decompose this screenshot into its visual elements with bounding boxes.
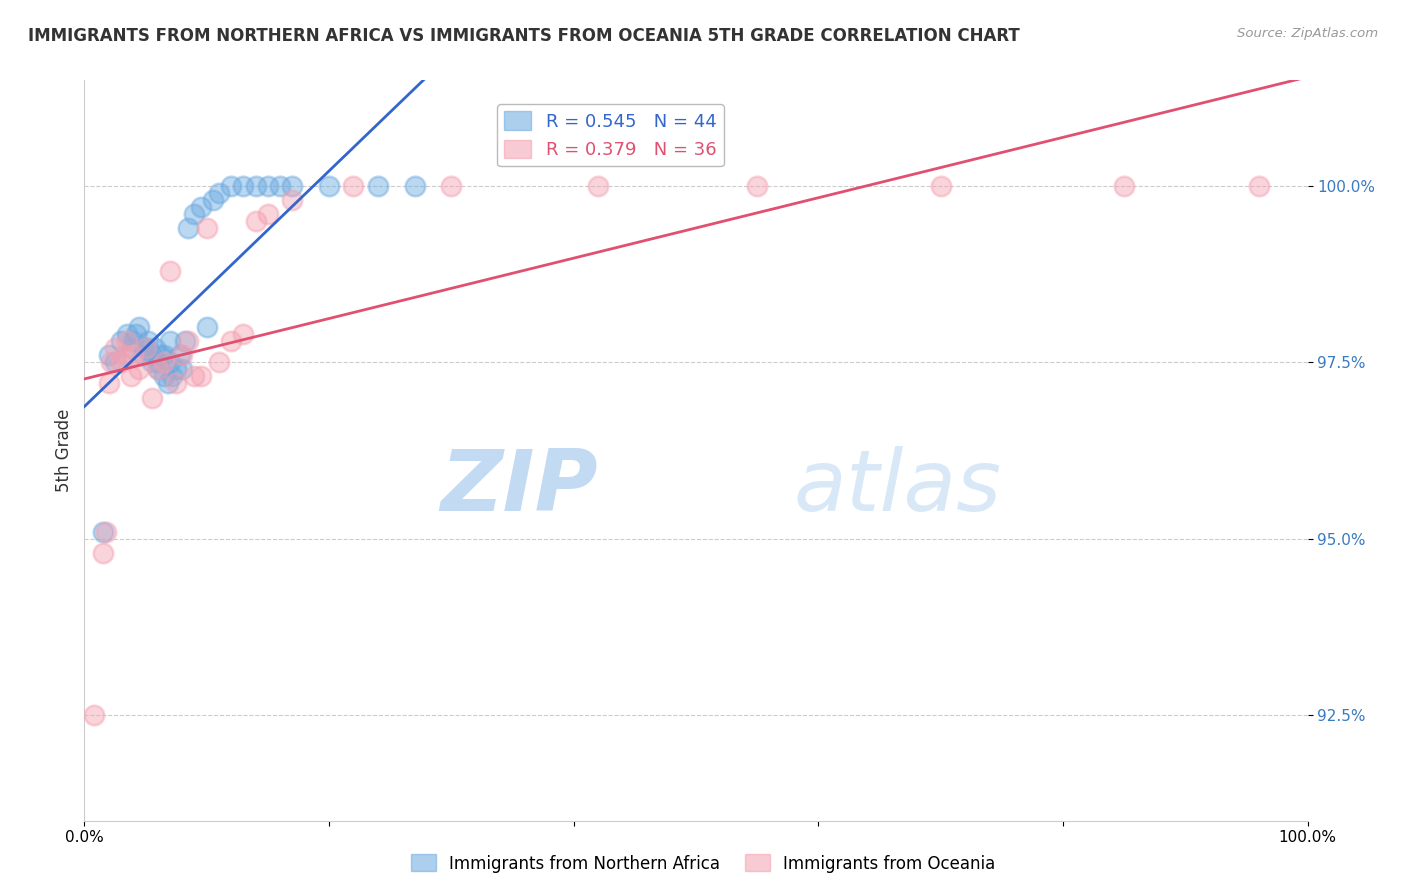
Point (183, 207, 205, 221)
Point (232, 179, 254, 194)
Point (232, 327, 254, 342)
Point (269, 179, 291, 194)
Legend: R = 0.545   N = 44, R = 0.379   N = 36: R = 0.545 N = 44, R = 0.379 N = 36 (496, 104, 724, 166)
Point (141, 348, 163, 362)
Point (153, 348, 176, 362)
Point (146, 355, 169, 369)
Point (135, 341, 157, 355)
Point (281, 179, 304, 194)
Text: ZIP: ZIP (440, 446, 598, 529)
Point (156, 376, 179, 391)
Point (141, 391, 163, 405)
Point (153, 355, 176, 369)
Point (195, 320, 218, 334)
Point (257, 207, 280, 221)
Point (747, 179, 769, 194)
Point (440, 179, 463, 194)
Point (165, 376, 187, 391)
Point (172, 348, 194, 362)
Point (201, 193, 224, 207)
Text: IMMIGRANTS FROM NORTHERN AFRICA VS IMMIGRANTS FROM OCEANIA 5TH GRADE CORRELATION: IMMIGRANTS FROM NORTHERN AFRICA VS IMMIG… (28, 27, 1019, 45)
Point (83, 707, 105, 722)
Point (245, 179, 267, 194)
Point (104, 355, 127, 369)
Point (146, 362, 169, 376)
Point (173, 334, 195, 348)
Point (100, 355, 122, 369)
Point (190, 369, 212, 384)
Point (136, 334, 159, 348)
Point (143, 341, 166, 355)
Point (159, 355, 181, 369)
Point (132, 348, 155, 362)
Point (929, 179, 952, 194)
Point (586, 179, 609, 194)
Point (208, 186, 231, 200)
Point (177, 221, 200, 235)
Point (169, 348, 191, 362)
Y-axis label: 5th Grade: 5th Grade (55, 409, 73, 492)
Point (115, 327, 138, 342)
Point (141, 355, 163, 369)
Point (162, 369, 184, 384)
Point (195, 221, 218, 235)
Point (97, 376, 120, 391)
Point (172, 362, 194, 376)
Point (165, 362, 187, 376)
Point (91, 524, 114, 539)
Point (112, 348, 135, 362)
Point (120, 369, 142, 384)
Point (208, 355, 231, 369)
Point (342, 179, 364, 194)
Point (177, 334, 200, 348)
Point (104, 341, 127, 355)
Point (404, 179, 426, 194)
Point (183, 369, 205, 384)
Text: atlas: atlas (794, 446, 1002, 529)
Point (1247, 179, 1270, 194)
Point (245, 214, 267, 228)
Legend: Immigrants from Northern Africa, Immigrants from Oceania: Immigrants from Northern Africa, Immigra… (404, 847, 1002, 880)
Point (318, 179, 340, 194)
Text: Source: ZipAtlas.com: Source: ZipAtlas.com (1237, 27, 1378, 40)
Point (110, 334, 132, 348)
Point (190, 200, 212, 214)
Point (257, 179, 280, 194)
Point (153, 369, 176, 384)
Point (122, 334, 145, 348)
Point (120, 341, 142, 355)
Point (219, 179, 242, 194)
Point (367, 179, 389, 194)
Point (110, 355, 132, 369)
Point (146, 362, 169, 376)
Point (149, 348, 172, 362)
Point (135, 341, 157, 355)
Point (219, 334, 242, 348)
Point (128, 320, 150, 334)
Point (122, 348, 145, 362)
Point (97, 348, 120, 362)
Point (281, 193, 304, 207)
Point (125, 327, 148, 342)
Point (135, 341, 157, 355)
Point (1114, 179, 1136, 194)
Point (96, 524, 118, 539)
Point (159, 334, 181, 348)
Point (91, 546, 114, 560)
Point (128, 362, 150, 376)
Point (159, 263, 181, 277)
Point (115, 334, 138, 348)
